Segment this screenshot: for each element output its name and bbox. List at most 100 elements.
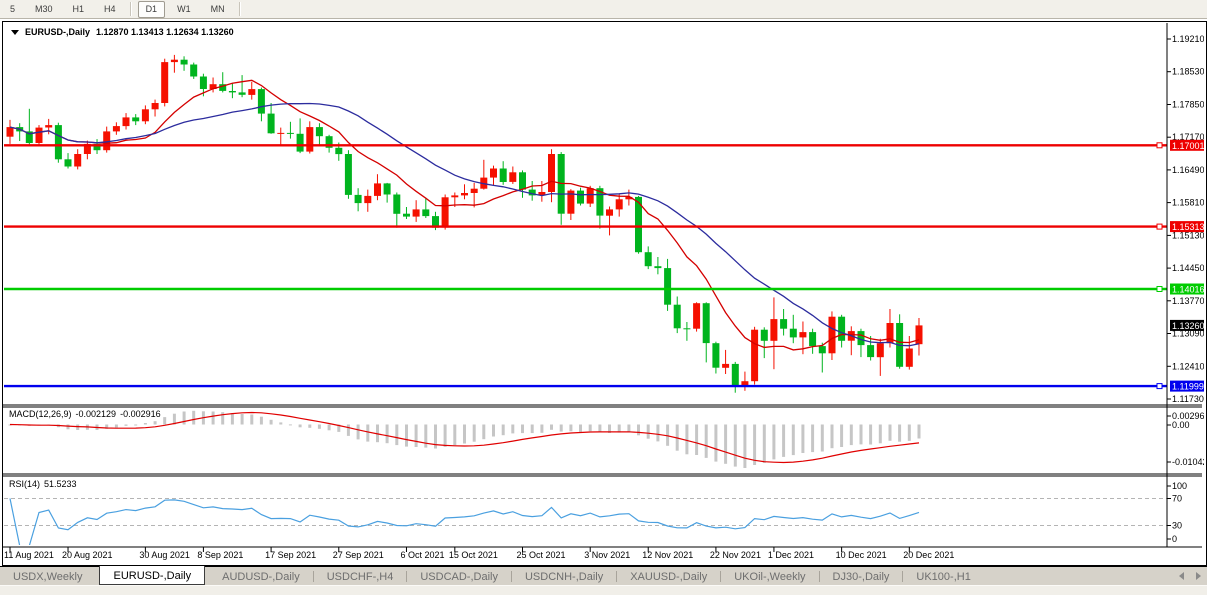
chart-dropdown-icon[interactable] <box>11 29 19 35</box>
macd-bar <box>859 424 863 445</box>
candle-body <box>170 59 178 63</box>
hline-handle[interactable] <box>1156 286 1163 292</box>
candle-series <box>6 54 923 393</box>
candle-body <box>731 363 739 387</box>
chart-tab-audusd-daily[interactable]: AUDUSD-,Daily <box>222 571 300 583</box>
timeframe-button-d1[interactable]: D1 <box>137 0 166 18</box>
candle-body <box>132 117 140 122</box>
date-tick-label: 22 Nov 2021 <box>710 550 761 560</box>
candle-body <box>219 84 227 91</box>
candle-body <box>741 381 749 387</box>
price-tick-label: 1.15130 <box>1172 230 1204 240</box>
chart-tab-usdchf-h4[interactable]: USDCHF-,H4 <box>326 571 394 583</box>
candle-body <box>635 196 642 253</box>
candle-body <box>393 194 401 214</box>
macd-bar <box>395 424 399 446</box>
macd-bar <box>424 424 428 448</box>
macd-bar <box>801 424 805 453</box>
price-label-text: 1.11999 <box>1172 382 1204 392</box>
macd-histogram <box>8 410 921 468</box>
candle-body <box>277 132 285 134</box>
candle-body <box>780 319 788 329</box>
candle-body <box>664 268 672 305</box>
candle-body <box>461 193 468 196</box>
timeframe-button-5[interactable]: 5 <box>10 3 16 14</box>
macd-bar <box>346 424 350 436</box>
candle-body <box>151 103 159 110</box>
candle-body <box>818 346 826 354</box>
tab-separator <box>902 570 904 582</box>
candle-body <box>509 172 517 182</box>
macd-bar <box>250 414 254 425</box>
macd-bar <box>414 424 418 447</box>
date-tick-label: 20 Aug 2021 <box>62 550 113 560</box>
chart-tab-usdcnh-daily[interactable]: USDCNH-,Daily <box>524 571 604 583</box>
candle-body <box>606 209 613 216</box>
macd-bar <box>888 424 892 441</box>
chart-symbol-label: EURUSD-,Daily <box>25 27 91 37</box>
chart-tab-usdx-weekly[interactable]: USDX,Weekly <box>13 571 83 583</box>
price-label-text: 1.13260 <box>1172 321 1204 331</box>
macd-bar <box>579 424 582 432</box>
macd-bar <box>627 424 631 432</box>
candle-body <box>6 127 14 137</box>
macd-bar <box>743 424 747 468</box>
hline-handle[interactable] <box>1156 142 1163 149</box>
hline-handle[interactable] <box>1156 223 1163 230</box>
tab-scroll-right-icon[interactable] <box>1196 572 1201 580</box>
chart-canvas[interactable]: 1.19210 1.18530 1.17850 1.17170 1.16490 1.158… <box>3 22 1204 563</box>
rsi-value: 51.5233 <box>44 479 77 489</box>
macd-bar <box>356 424 360 440</box>
macd-bar <box>724 424 728 464</box>
candle-body <box>905 348 913 367</box>
candle-body <box>209 84 217 89</box>
date-tick-label: 8 Sep 2021 <box>197 550 243 560</box>
candle-body <box>809 332 817 347</box>
macd-name: MACD(12,26,9) <box>9 409 72 419</box>
macd-bar <box>463 424 466 444</box>
candle-body <box>286 132 294 134</box>
candle-body <box>857 331 865 346</box>
candle-body <box>451 195 459 198</box>
chart-tab-eurusd-daily[interactable]: EURUSD-,Daily <box>99 566 206 585</box>
candle-body <box>577 190 584 204</box>
macd-bar <box>762 424 766 463</box>
macd-bar <box>76 424 80 430</box>
timeframe-button-mn[interactable]: MN <box>210 3 225 14</box>
chart-tab-usdcad-daily[interactable]: USDCAD-,Daily <box>420 571 498 583</box>
macd-bar <box>714 424 718 462</box>
candle-body <box>122 117 130 127</box>
macd-bar <box>143 423 147 425</box>
timeframe-button-h4[interactable]: H4 <box>104 3 116 14</box>
chart-tab-uk100-h1[interactable]: UK100-,H1 <box>916 571 971 583</box>
macd-tick-label: 0.00 <box>1172 420 1190 430</box>
macd-bar <box>172 413 176 425</box>
chart-tab-ukoil-weekly[interactable]: UKOil-,Weekly <box>734 571 806 583</box>
macd-bar <box>385 424 389 444</box>
macd-bar <box>288 424 292 426</box>
candle-body <box>528 189 536 196</box>
ma-fast-line <box>9 79 920 351</box>
macd-bar <box>608 424 611 433</box>
candle-body <box>257 89 265 114</box>
macd-bar <box>569 424 573 432</box>
price-tick-label: 1.16490 <box>1172 165 1204 175</box>
chart-tab-dj30-daily[interactable]: DJ30-,Daily <box>832 571 890 583</box>
macd-value-main: -0.002129 <box>75 409 117 419</box>
timeframe-button-m30[interactable]: M30 <box>35 3 53 14</box>
candle-body <box>325 136 333 148</box>
hline-handle[interactable] <box>1156 383 1163 390</box>
chart-tab-xauusd-daily[interactable]: XAUUSD-,Daily <box>630 571 708 583</box>
tab-scroll-controls <box>1179 572 1201 580</box>
date-tick-label: 27 Sep 2021 <box>333 550 384 560</box>
date-tick-label: 3 Nov 2021 <box>584 550 630 560</box>
tab-scroll-left-icon[interactable] <box>1179 572 1184 580</box>
candle-body <box>548 154 555 192</box>
candle-body <box>45 125 53 128</box>
timeframe-button-h1[interactable]: H1 <box>72 3 85 14</box>
candle-body <box>799 332 807 338</box>
tab-separator <box>510 570 512 582</box>
timeframe-button-w1[interactable]: W1 <box>177 3 191 14</box>
candle-body <box>876 343 884 358</box>
